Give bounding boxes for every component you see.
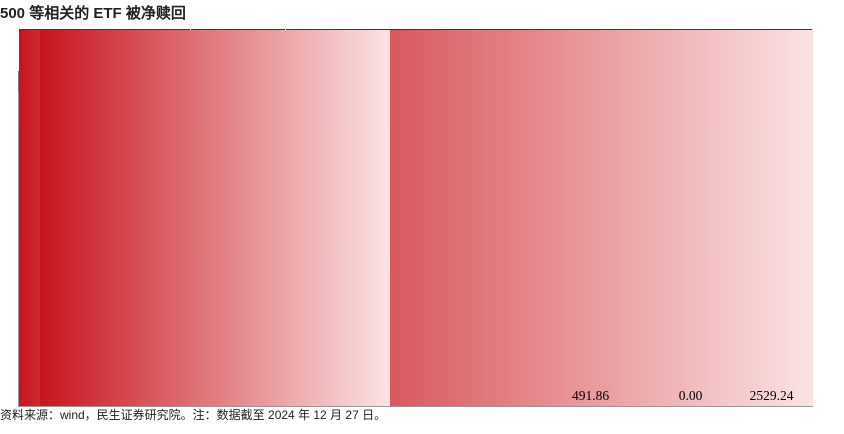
etf-table: ETF类型相关ETF规模(亿元)ETF净申购(亿元)上周(1223-1227)过… xyxy=(17,28,814,407)
value-text: 0.00 xyxy=(678,388,703,403)
title: 500 等相关的 ETF 被净赎回 xyxy=(0,5,186,22)
value-text: 491.86 xyxy=(571,388,610,403)
value-text: 2529.24 xyxy=(749,388,794,403)
data-row: 中证A5002533.30146.12213.94491.860.002529.… xyxy=(18,29,814,407)
source-note: 资料来源：wind，民生证券研究院。注：数据截至 2024 年 12 月 27 … xyxy=(0,408,387,422)
value-cell: 491.86 xyxy=(182,29,813,407)
value-cell: 2529.24 xyxy=(39,29,814,407)
cell: 0.00 xyxy=(652,388,730,404)
cell: 2529.24 xyxy=(39,29,812,406)
table-body: ETF类型相关ETF规模(亿元)ETF净申购(亿元)上周(1223-1227)过… xyxy=(17,28,814,407)
cell: 491.86 xyxy=(182,29,813,406)
